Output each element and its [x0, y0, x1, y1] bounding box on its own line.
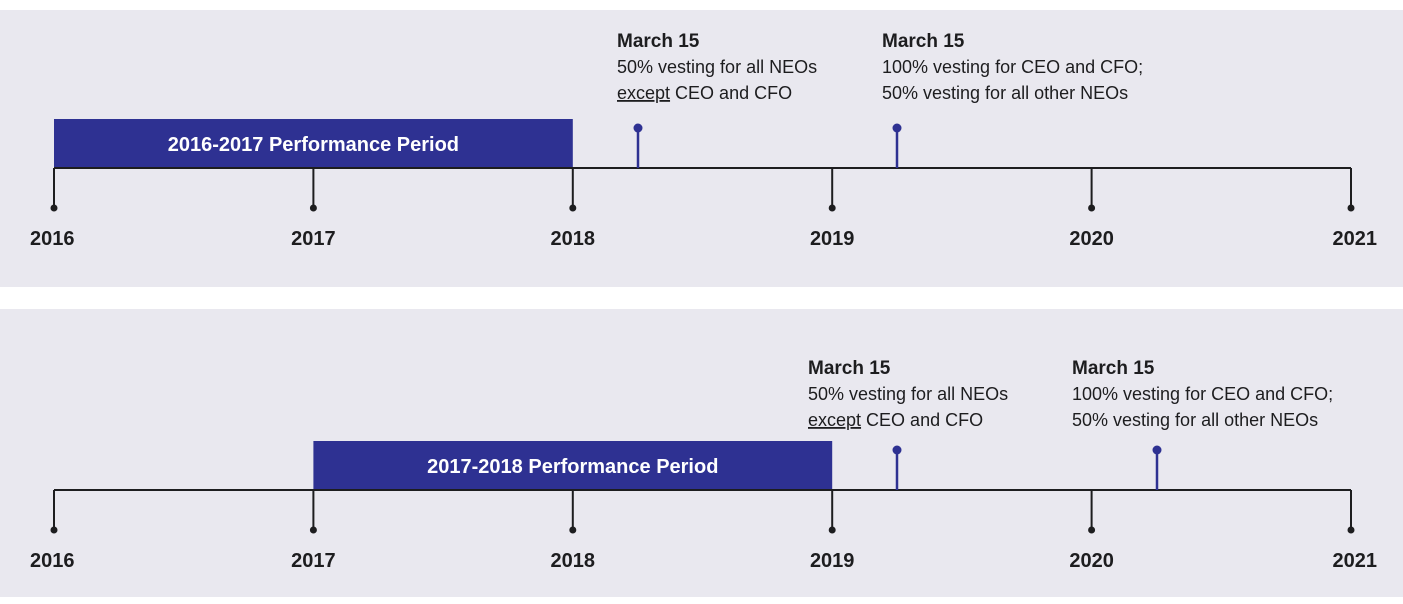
year-dot: [1088, 204, 1096, 212]
year-dot: [1347, 204, 1355, 212]
year-dot: [1347, 526, 1355, 534]
description-segment: except: [808, 410, 861, 430]
description-segment: CEO and CFO: [670, 83, 792, 103]
event-description: 50% vesting for all other NEOs: [882, 83, 1128, 103]
year-dot: [309, 526, 317, 534]
event-description: 50% vesting for all NEOs: [617, 57, 817, 77]
year-label: 2017: [291, 228, 336, 250]
event-description: 50% vesting for all other NEOs: [1072, 410, 1318, 430]
period-label: 2017-2018 Performance Period: [427, 456, 718, 478]
year-label: 2017: [291, 550, 336, 572]
event-title: March 15: [882, 31, 965, 52]
description-segment: CEO and CFO: [861, 410, 983, 430]
year-dot: [569, 204, 577, 212]
event-description: 100% vesting for CEO and CFO;: [882, 57, 1143, 77]
event-dot: [633, 123, 643, 133]
event-title: March 15: [1072, 358, 1155, 379]
event-description: 50% vesting for all NEOs: [808, 384, 1008, 404]
year-dot: [50, 204, 58, 212]
year-label: 2020: [1069, 550, 1114, 572]
event-description: except CEO and CFO: [808, 410, 983, 430]
event-dot: [1152, 445, 1162, 455]
year-dot: [828, 526, 836, 534]
event-title: March 15: [617, 31, 700, 52]
year-label: 2021: [1333, 550, 1378, 572]
description-segment: 100% vesting for CEO and CFO;: [1072, 384, 1333, 404]
year-label: 2018: [551, 550, 596, 572]
period-label: 2016-2017 Performance Period: [168, 134, 459, 156]
event-description: except CEO and CFO: [617, 83, 792, 103]
year-label: 2021: [1333, 228, 1378, 250]
year-dot: [50, 526, 58, 534]
year-dot: [1088, 526, 1096, 534]
description-segment: 50% vesting for all other NEOs: [882, 83, 1128, 103]
event-title: March 15: [808, 358, 891, 379]
event-dot: [892, 123, 902, 133]
timeline-panel: 2017-2018 Performance Period 2016 2017 2018…: [0, 309, 1403, 597]
year-dot: [569, 526, 577, 534]
year-label: 2019: [810, 550, 855, 572]
event-description: 100% vesting for CEO and CFO;: [1072, 384, 1333, 404]
year-dot: [309, 204, 317, 212]
year-label: 2018: [551, 228, 596, 250]
year-dot: [828, 204, 836, 212]
description-segment: 50% vesting for all NEOs: [617, 57, 817, 77]
period-bar: [54, 119, 573, 168]
timeline-panel: 2016-2017 Performance Period 2016 2017 2018…: [0, 10, 1403, 287]
year-label: 2019: [810, 228, 855, 250]
year-label: 2016: [30, 228, 75, 250]
year-label: 2016: [30, 550, 75, 572]
period-bar: [313, 441, 833, 490]
description-segment: 100% vesting for CEO and CFO;: [882, 57, 1143, 77]
description-segment: except: [617, 83, 670, 103]
event-dot: [892, 445, 902, 455]
description-segment: 50% vesting for all other NEOs: [1072, 410, 1318, 430]
year-label: 2020: [1069, 228, 1114, 250]
description-segment: 50% vesting for all NEOs: [808, 384, 1008, 404]
